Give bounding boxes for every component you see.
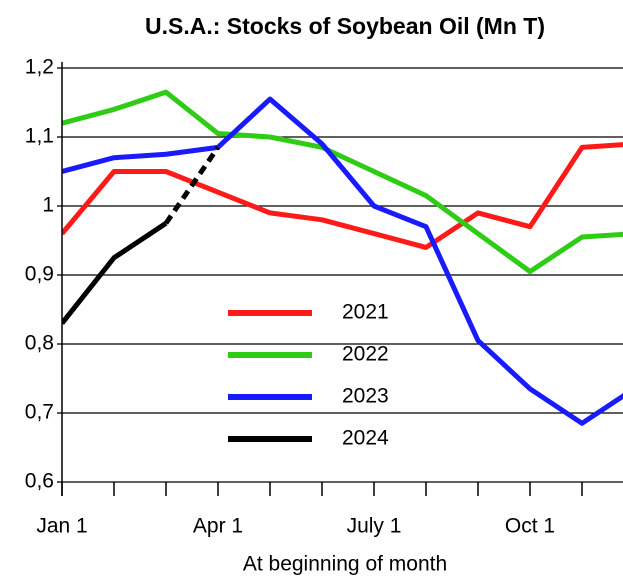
y-tick-label: 0,6: [25, 470, 54, 493]
x-tick-label: Oct 1: [505, 515, 555, 538]
chart-title: U.S.A.: Stocks of Soybean Oil (Mn T): [145, 13, 545, 39]
axes: 0,6 0,7 0,8 0,9 1 1,1 1,2 Jan 1 Apr 1 July 1 Oct 1: [25, 56, 583, 538]
grid: [62, 67, 623, 483]
series-line-dashed: [163, 145, 221, 225]
series-line: [62, 89, 623, 275]
y-tick-label: 0,9: [25, 263, 54, 286]
x-tick-label: July 1: [347, 515, 402, 538]
plot-lines: [62, 89, 623, 426]
legend-label: 2024: [342, 427, 389, 450]
y-tick-label: 0,8: [25, 332, 54, 355]
x-tick-label: Apr 1: [193, 515, 243, 538]
series-line: [62, 221, 168, 325]
x-tick-label: Jan 1: [36, 515, 87, 538]
series-line: [62, 142, 623, 250]
y-tick-label: 1: [42, 194, 54, 217]
y-tick-label: 1,2: [25, 56, 54, 79]
legend-label: 2022: [342, 343, 389, 366]
y-tick-label: 0,7: [25, 401, 54, 424]
legend-label: 2023: [342, 385, 389, 408]
series-line: [62, 96, 623, 426]
x-axis-label: At beginning of month: [243, 553, 447, 576]
y-tick-label: 1,1: [25, 125, 54, 148]
legend-label: 2021: [342, 301, 389, 324]
